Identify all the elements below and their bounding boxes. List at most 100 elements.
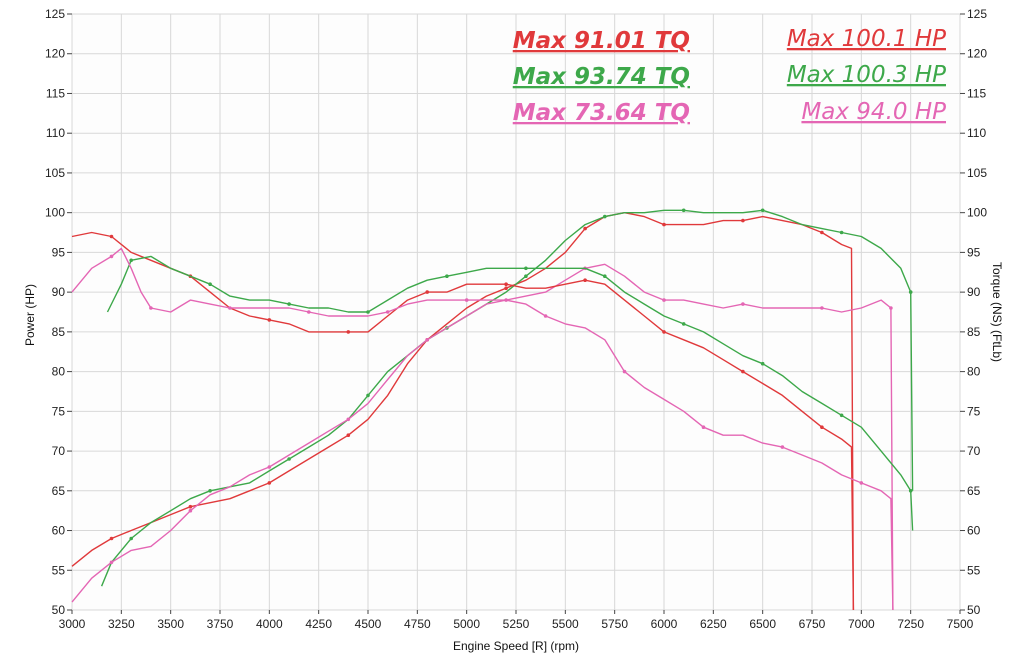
data-point (583, 278, 587, 283)
right-tick-label: 75 (967, 404, 981, 418)
data-point (583, 226, 587, 231)
data-point (366, 393, 370, 398)
grid (71, 13, 961, 611)
right-tick-label: 105 (967, 166, 987, 180)
series-line-power-0 (71, 212, 855, 611)
data-point (208, 489, 212, 493)
right-tick-label: 60 (967, 524, 981, 538)
data-point (622, 369, 627, 374)
x-tick-label: 6500 (749, 617, 776, 631)
data-point (662, 298, 666, 302)
left-tick-label: 60 (52, 524, 66, 538)
right-tick-label: 55 (967, 563, 981, 577)
x-axis-title: Engine Speed [R] (rpm) (453, 639, 579, 653)
x-tick-label: 4750 (404, 617, 431, 631)
x-tick-label: 5750 (601, 617, 628, 631)
data-point (346, 330, 351, 334)
left-tick-label: 75 (52, 404, 66, 418)
x-tick-label: 5500 (552, 617, 579, 631)
legend-tq-green: Max 93.74 TQ (513, 64, 690, 90)
left-tick-label: 110 (46, 126, 65, 140)
data-point (425, 290, 430, 294)
data-point (839, 413, 844, 418)
data-point (267, 318, 272, 322)
legend-hp-red: Max 100.1 HP (787, 26, 946, 52)
data-point (445, 274, 449, 279)
x-tick-label: 6750 (799, 617, 826, 631)
left-tick-label: 65 (52, 484, 66, 498)
data-point (129, 536, 133, 541)
data-point (366, 310, 370, 314)
right-tick-label: 110 (967, 126, 986, 140)
data-point (839, 230, 844, 235)
data-point (267, 481, 272, 485)
left-tick-label: 90 (52, 285, 66, 299)
data-point (681, 208, 686, 213)
data-point (820, 306, 824, 310)
data-point (228, 306, 232, 310)
data-point (780, 445, 785, 449)
data-point (188, 508, 193, 513)
right-tick-label: 100 (967, 206, 987, 220)
data-point (109, 536, 114, 541)
data-point (149, 306, 153, 310)
right-tick-label: 120 (967, 47, 987, 61)
x-tick-label: 6250 (700, 617, 727, 631)
data-point (109, 254, 114, 259)
data-point (603, 274, 607, 279)
right-tick-label: 125 (967, 7, 987, 21)
right-tick-label: 85 (967, 325, 981, 339)
x-tick-label: 5000 (453, 617, 480, 631)
data-point (543, 314, 548, 318)
legend-hp-pink: Max 94.0 HP (801, 99, 946, 125)
data-point (504, 286, 508, 291)
data-point (346, 433, 351, 438)
data-point (760, 208, 765, 213)
data-point (425, 338, 430, 342)
data-point (504, 282, 508, 287)
data-point (741, 369, 745, 374)
data-point (524, 274, 528, 279)
data-point (346, 417, 351, 422)
x-tick-label: 4000 (256, 617, 283, 631)
data-point (385, 310, 390, 314)
left-tick-label: 85 (52, 325, 66, 339)
data-point (859, 481, 864, 485)
data-point (760, 361, 765, 366)
data-point (603, 214, 607, 219)
x-tick-label: 7000 (848, 617, 875, 631)
data-point (287, 457, 291, 461)
series-line-torque-5 (71, 247, 894, 611)
data-point (908, 290, 913, 294)
data-point (701, 425, 706, 430)
series-line-power-2 (71, 263, 894, 611)
x-tick-label: 3500 (157, 617, 184, 631)
data-point (307, 310, 311, 314)
legend-tq-red: Max 91.01 TQ (513, 28, 690, 54)
data-point (741, 302, 745, 306)
x-tick-label: 4250 (305, 617, 332, 631)
left-tick-label: 50 (52, 603, 66, 617)
x-tick-label: 7250 (897, 617, 924, 631)
right-y-axis: 50 55 60 65 70 75 80 85 90 95 100 105 110 115 120 125 (960, 7, 987, 617)
right-tick-label: 95 (967, 245, 981, 259)
right-tick-label: 50 (967, 603, 981, 617)
legend-tq-pink: Max 73.64 TQ (513, 100, 690, 126)
data-point (662, 330, 666, 334)
series-line-power-1 (100, 209, 914, 587)
series-line-torque-4 (106, 255, 914, 531)
x-tick-label: 6000 (651, 617, 678, 631)
legend-hp-green: Max 100.3 HP (787, 62, 946, 88)
left-tick-label: 125 (45, 7, 65, 21)
data-point (662, 222, 666, 227)
left-y-axis: 50 55 60 65 70 75 80 85 90 95 100 105 110 115 120 125 (45, 7, 72, 617)
data-point (188, 504, 193, 509)
data-point (681, 322, 686, 326)
x-tick-label: 5250 (503, 617, 530, 631)
data-point (208, 282, 212, 287)
x-tick-label: 3000 (59, 617, 86, 631)
left-tick-label: 70 (52, 444, 66, 458)
right-tick-label: 65 (967, 484, 981, 498)
x-tick-label: 3750 (207, 617, 234, 631)
